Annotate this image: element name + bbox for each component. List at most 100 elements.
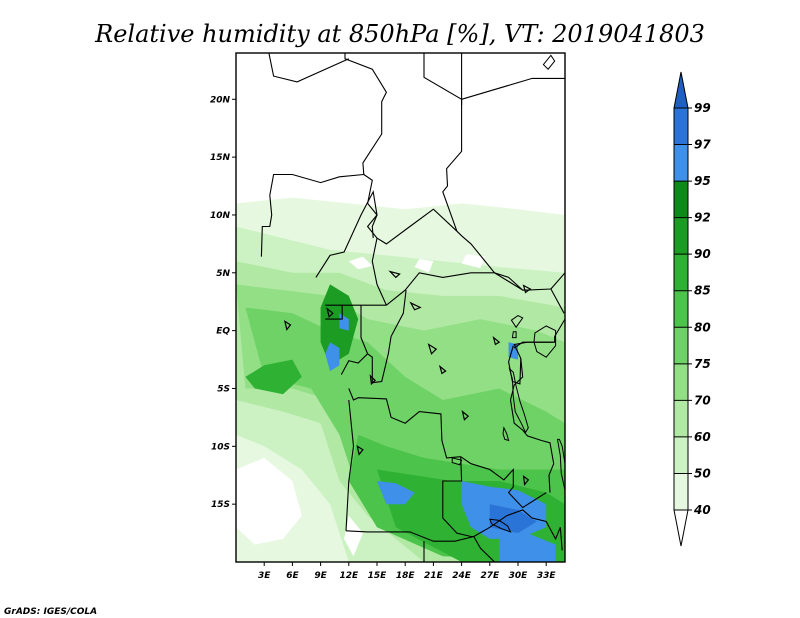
colorbar-label: 50 (694, 466, 711, 480)
contour-island (522, 475, 530, 486)
x-tick-label: 33E (537, 571, 557, 581)
colorbar-label: 80 (694, 320, 711, 334)
colorbar-label: 97 (694, 138, 711, 152)
y-tick-label: 20N (210, 95, 231, 105)
y-tick-label: 15N (210, 153, 231, 163)
colorbar-swatch (674, 254, 688, 291)
y-tick-label: 10S (211, 442, 230, 452)
dry-region (461, 254, 486, 269)
lake-outline (510, 315, 524, 329)
saturated-region-97 (325, 342, 340, 372)
colorbar-swatch (674, 327, 688, 364)
country-border (533, 318, 565, 343)
contour-island (283, 320, 292, 331)
country-border (345, 399, 355, 531)
x-tick-label: 15E (368, 571, 388, 581)
contour-island (409, 301, 422, 311)
contour-island (461, 410, 470, 421)
contour-island (326, 307, 334, 318)
lake-outline (502, 426, 510, 442)
country-border (260, 195, 273, 257)
country-border (371, 237, 387, 306)
x-tick-label: 30E (509, 571, 529, 581)
map-frame (235, 52, 566, 563)
colorbar-label: 70 (694, 393, 711, 407)
colorbar-swatch (674, 473, 688, 510)
colorbar-swatch (674, 181, 688, 218)
contour-island (522, 284, 532, 294)
dry-region (344, 515, 363, 557)
grads-credit: GrADS: IGES/COLA (4, 607, 97, 617)
country-border (442, 456, 474, 538)
colorbar-label: 40 (693, 503, 711, 517)
country-border (325, 304, 343, 320)
country-border (473, 509, 563, 551)
colorbar-swatch (674, 144, 688, 182)
x-tick-label: 27E (480, 571, 500, 581)
y-tick-label: 5S (217, 384, 230, 394)
contour-island (492, 335, 501, 346)
country-border (268, 53, 350, 83)
x-tick-label: 9E (314, 571, 327, 581)
country-border (367, 290, 407, 384)
colorbar-label: 92 (694, 211, 711, 225)
country-border (348, 388, 461, 459)
y-tick-label: 10N (210, 211, 231, 221)
colorbar-swatch (674, 108, 688, 145)
contour-island (388, 270, 401, 279)
country-border (345, 530, 474, 542)
contour-island (369, 374, 376, 386)
country-border (461, 77, 565, 100)
colorbar-label: 75 (694, 357, 711, 371)
dry-region (414, 258, 434, 273)
contour-island (356, 445, 364, 456)
lake-outline (556, 438, 565, 491)
y-tick-label: 5N (216, 269, 230, 279)
contour-island (427, 343, 438, 355)
country-border (269, 173, 364, 196)
lake-outline (533, 325, 557, 358)
dry-region (236, 457, 302, 545)
colorbar-swatch (674, 363, 688, 401)
saturated-region-99 (489, 504, 537, 534)
saturated-region-97 (499, 533, 556, 562)
colorbar-swatch (674, 436, 688, 474)
x-tick-label: 24E (452, 571, 472, 581)
country-border (456, 230, 528, 291)
colorbar-label: 60 (694, 430, 711, 444)
country-borders-layer (260, 53, 565, 562)
country-border (442, 53, 463, 232)
country-border (473, 536, 495, 562)
y-tick-label: 15S (211, 500, 230, 510)
colorbar-top-extension (673, 71, 689, 109)
y-tick-label: EQ (216, 327, 230, 337)
colorbar-swatch (674, 290, 688, 328)
country-border (340, 305, 369, 375)
country-border (315, 190, 378, 278)
axis-ticks-layer: 3E 6E 9E 12E 15E 18E 21E 24E 27E 30E 33E 20N 15N 10N 5… (210, 95, 556, 581)
country-border (550, 272, 565, 314)
country-border (513, 341, 533, 359)
lake-outline (451, 457, 463, 466)
lake-outline (542, 54, 556, 70)
country-border (344, 53, 388, 175)
x-tick-label: 12E (339, 571, 359, 581)
x-tick-label: 3E (258, 571, 271, 581)
colorbar-label: 90 (694, 247, 711, 261)
lake-outline (511, 331, 517, 339)
colorbar-bottom-extension (673, 509, 689, 547)
map-title: Relative humidity at 850hPa [%], VT: 201… (94, 20, 705, 48)
colorbar-label: 95 (694, 174, 711, 188)
colorbar-swatch (674, 217, 688, 255)
country-border (460, 456, 547, 509)
saturated-region-97 (377, 481, 415, 505)
colorbar-swatch (674, 400, 688, 437)
dry-region (348, 256, 373, 270)
x-tick-label: 6E (286, 571, 299, 581)
colorbar-label: 85 (694, 284, 711, 298)
humidity-region-90 (245, 359, 302, 395)
lake-outline (489, 518, 512, 533)
colorbar-label: 99 (694, 101, 711, 115)
lake-outline (508, 367, 529, 434)
